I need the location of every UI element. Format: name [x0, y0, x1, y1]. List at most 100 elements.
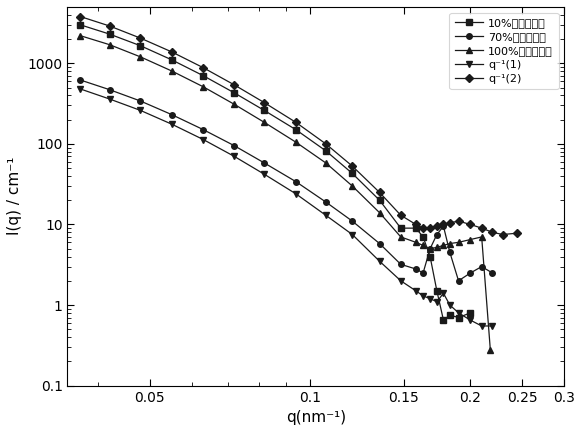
- 10%氯代环已烷: [467, 310, 474, 315]
- q⁻¹(1): [137, 108, 144, 113]
- q⁻¹(1): [376, 259, 383, 264]
- 10%氯代环已烷: [137, 43, 144, 48]
- q⁻¹(2): [322, 141, 329, 146]
- q⁻¹(2): [489, 230, 496, 235]
- 10%氯代环已烷: [455, 315, 462, 320]
- 70%氯代环已烷: [261, 160, 268, 165]
- q⁻¹(1): [292, 191, 299, 197]
- q⁻¹(1): [398, 278, 404, 283]
- 70%氯代环已烷: [489, 270, 496, 276]
- q⁻¹(1): [413, 288, 420, 293]
- q⁻¹(1): [434, 299, 441, 304]
- q⁻¹(2): [434, 224, 441, 229]
- q⁻¹(2): [230, 82, 237, 87]
- q⁻¹(2): [137, 35, 144, 41]
- 100%氯代环已烷: [349, 184, 356, 189]
- 100%氯代环已烷: [487, 347, 494, 352]
- 100%氯代环已烷: [77, 33, 84, 38]
- 100%氯代环已烷: [440, 243, 447, 248]
- 70%氯代环已烷: [349, 219, 356, 224]
- 100%氯代环已烷: [376, 210, 383, 215]
- 100%氯代环已烷: [168, 69, 175, 74]
- q⁻¹(1): [446, 302, 453, 308]
- 70%氯代环已烷: [106, 87, 113, 92]
- q⁻¹(1): [261, 172, 268, 177]
- 10%氯代环已烷: [420, 234, 427, 239]
- q⁻¹(1): [230, 154, 237, 159]
- q⁻¹(2): [499, 232, 506, 237]
- 70%氯代环已烷: [168, 112, 175, 118]
- 70%氯代环已烷: [427, 246, 434, 251]
- q⁻¹(2): [467, 222, 474, 227]
- 10%氯代环已烷: [349, 171, 356, 176]
- q⁻¹(1): [489, 324, 496, 329]
- q⁻¹(2): [168, 49, 175, 54]
- 100%氯代环已烷: [478, 234, 485, 239]
- 100%氯代环已烷: [230, 102, 237, 107]
- Line: 100%氯代环已烷: 100%氯代环已烷: [77, 33, 493, 353]
- Line: 10%氯代环已烷: 10%氯代环已烷: [77, 22, 473, 323]
- 100%氯代环已烷: [446, 241, 453, 246]
- 10%氯代环已烷: [427, 254, 434, 259]
- q⁻¹(2): [292, 120, 299, 125]
- 100%氯代环已烷: [200, 84, 207, 89]
- 10%氯代环已烷: [398, 226, 404, 231]
- 10%氯代环已烷: [376, 197, 383, 203]
- 10%氯代环已烷: [440, 318, 447, 323]
- 10%氯代环已烷: [168, 57, 175, 63]
- 100%氯代环已烷: [427, 246, 434, 251]
- 70%氯代环已烷: [420, 270, 427, 276]
- q⁻¹(1): [427, 296, 434, 301]
- 10%氯代环已烷: [261, 108, 268, 113]
- Line: q⁻¹(1): q⁻¹(1): [77, 86, 495, 329]
- 70%氯代环已烷: [467, 270, 474, 276]
- 100%氯代环已烷: [467, 237, 474, 242]
- 10%氯代环已烷: [413, 226, 420, 231]
- q⁻¹(1): [478, 324, 485, 329]
- 10%氯代环已烷: [292, 127, 299, 132]
- q⁻¹(1): [440, 291, 447, 296]
- q⁻¹(1): [200, 137, 207, 142]
- q⁻¹(2): [440, 222, 447, 227]
- 10%氯代环已烷: [322, 148, 329, 153]
- q⁻¹(2): [478, 226, 485, 231]
- 100%氯代环已烷: [137, 54, 144, 60]
- 100%氯代环已烷: [420, 243, 427, 248]
- 100%氯代环已烷: [413, 240, 420, 245]
- 10%氯代环已烷: [200, 73, 207, 78]
- 70%氯代环已烷: [398, 262, 404, 267]
- 70%氯代环已烷: [413, 267, 420, 272]
- 70%氯代环已烷: [376, 241, 383, 246]
- 100%氯代环已烷: [455, 240, 462, 245]
- 10%氯代环已烷: [106, 32, 113, 37]
- 10%氯代环已烷: [434, 288, 441, 293]
- 70%氯代环已烷: [322, 200, 329, 205]
- q⁻¹(2): [349, 163, 356, 168]
- q⁻¹(2): [427, 226, 434, 231]
- q⁻¹(1): [455, 310, 462, 315]
- q⁻¹(2): [261, 100, 268, 105]
- q⁻¹(2): [200, 65, 207, 70]
- q⁻¹(1): [349, 232, 356, 237]
- q⁻¹(1): [168, 122, 175, 127]
- q⁻¹(2): [106, 23, 113, 29]
- 70%氯代环已烷: [478, 264, 485, 269]
- 70%氯代环已烷: [446, 250, 453, 255]
- Y-axis label: I(q) / cm⁻¹: I(q) / cm⁻¹: [7, 157, 22, 235]
- 100%氯代环已烷: [106, 42, 113, 47]
- 100%氯代环已烷: [292, 140, 299, 145]
- q⁻¹(2): [398, 213, 404, 218]
- 100%氯代环已烷: [398, 234, 404, 239]
- 10%氯代环已烷: [77, 22, 84, 27]
- X-axis label: q(nm⁻¹): q(nm⁻¹): [286, 410, 346, 425]
- q⁻¹(1): [322, 213, 329, 218]
- q⁻¹(1): [467, 318, 474, 323]
- 100%氯代环已烷: [322, 160, 329, 165]
- 70%氯代环已烷: [200, 127, 207, 132]
- q⁻¹(1): [420, 293, 427, 299]
- q⁻¹(2): [455, 219, 462, 224]
- 100%氯代环已烷: [434, 245, 441, 250]
- Legend: 10%氯代环已烷, 70%氯代环已烷, 100%氯代环已烷, q⁻¹(1), q⁻¹(2): 10%氯代环已烷, 70%氯代环已烷, 100%氯代环已烷, q⁻¹(1), q…: [449, 13, 559, 89]
- 70%氯代环已烷: [230, 143, 237, 148]
- q⁻¹(2): [514, 231, 521, 236]
